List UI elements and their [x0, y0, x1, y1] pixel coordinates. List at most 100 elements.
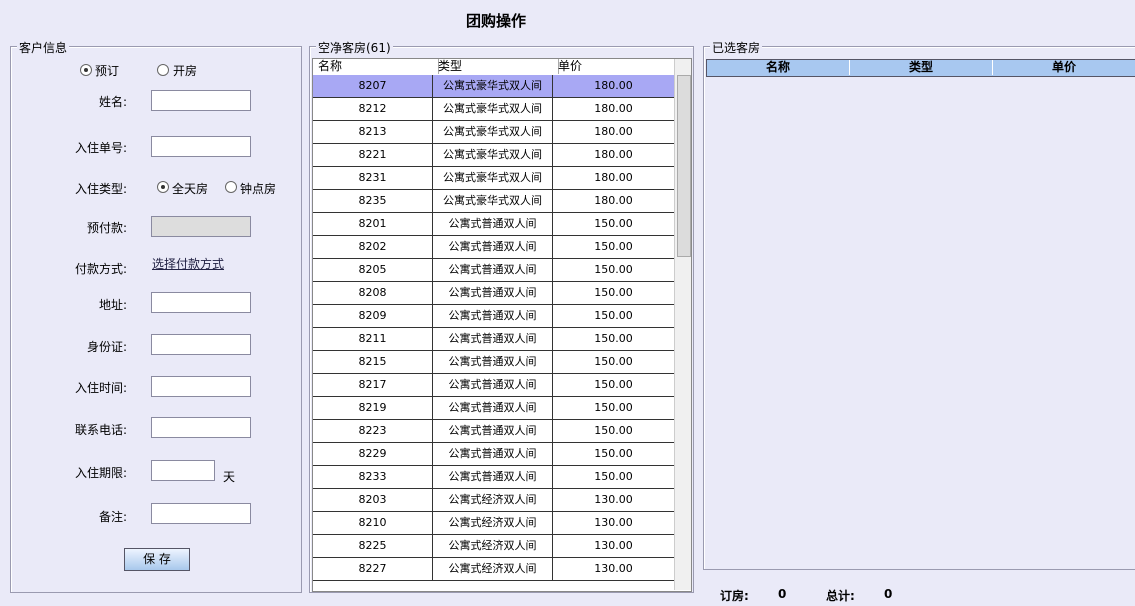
table-cell[interactable]: 180.00 [553, 75, 675, 98]
table-cell[interactable]: 8203 [313, 489, 433, 512]
table-cell[interactable]: 公寓式豪华式双人间 [433, 167, 553, 190]
table-cell[interactable]: 8208 [313, 282, 433, 305]
label: 备注: [98, 510, 127, 524]
table-cell[interactable]: 8225 [313, 535, 433, 558]
table-cell[interactable]: 公寓式普通双人间 [433, 328, 553, 351]
table-cell[interactable]: 公寓式豪华式双人间 [433, 190, 553, 213]
table-cell[interactable]: 8205 [313, 259, 433, 282]
input[interactable] [151, 503, 251, 524]
input[interactable] [151, 136, 251, 157]
payment-link[interactable]: 选择付款方式 [152, 257, 225, 271]
table-cell[interactable]: 8213 [313, 121, 433, 144]
table-cell[interactable]: 8215 [313, 351, 433, 374]
table-cell[interactable]: 150.00 [553, 420, 675, 443]
table-cell[interactable]: 180.00 [553, 98, 675, 121]
table-cell[interactable]: 8211 [313, 328, 433, 351]
table-cell[interactable]: 公寓式普通双人间 [433, 443, 553, 466]
column-header: 名称 [318, 59, 439, 74]
column-header: 单价 [558, 59, 681, 74]
table-cell[interactable]: 公寓式普通双人间 [433, 420, 553, 443]
table-cell[interactable]: 8201 [313, 213, 433, 236]
table-cell[interactable]: 公寓式普通双人间 [433, 466, 553, 489]
table-cell[interactable]: 180.00 [553, 167, 675, 190]
input[interactable] [151, 216, 251, 237]
table-cell[interactable]: 公寓式普通双人间 [433, 351, 553, 374]
table-cell[interactable]: 公寓式普通双人间 [433, 374, 553, 397]
table-cell[interactable]: 公寓式经济双人间 [433, 558, 553, 581]
radio[interactable] [225, 181, 237, 193]
table-cell[interactable]: 8217 [313, 374, 433, 397]
input[interactable] [151, 292, 251, 313]
table-cell[interactable]: 8227 [313, 558, 433, 581]
table-cell[interactable]: 150.00 [553, 397, 675, 420]
table-cell[interactable]: 150.00 [553, 466, 675, 489]
table-cell[interactable]: 150.00 [553, 213, 675, 236]
input[interactable] [151, 376, 251, 397]
table-cell[interactable]: 公寓式经济双人间 [433, 512, 553, 535]
table-cell[interactable]: 150.00 [553, 305, 675, 328]
table-cell[interactable]: 8219 [313, 397, 433, 420]
table-cell[interactable]: 8221 [313, 144, 433, 167]
table-cell[interactable]: 150.00 [553, 374, 675, 397]
table-cell[interactable]: 8229 [313, 443, 433, 466]
table-cell[interactable]: 180.00 [553, 121, 675, 144]
table-cell[interactable]: 8235 [313, 190, 433, 213]
rooms-panel: 空净客房(61) 名称 类型 单价 8207 公寓式豪华式双人间 180.00 8212 公寓… [309, 39, 694, 593]
radio-label[interactable]: 钟点房 [240, 182, 277, 196]
table-cell[interactable]: 8223 [313, 420, 433, 443]
table-cell[interactable]: 公寓式普通双人间 [433, 282, 553, 305]
table-cell[interactable]: 公寓式豪华式双人间 [433, 98, 553, 121]
selected-panel: 已选客房 名称 类型 单价 [703, 39, 1135, 570]
table-cell[interactable]: 公寓式普通双人间 [433, 305, 553, 328]
input[interactable] [151, 460, 215, 481]
table-cell[interactable]: 公寓式普通双人间 [433, 259, 553, 282]
radio-label[interactable]: 全天房 [172, 182, 209, 196]
table-cell[interactable]: 公寓式普通双人间 [433, 236, 553, 259]
table-cell[interactable]: 150.00 [553, 236, 675, 259]
table-cell[interactable]: 8207 [313, 75, 433, 98]
radio-label[interactable]: 开房 [173, 64, 198, 78]
input[interactable] [151, 334, 251, 355]
label: 预付款: [86, 221, 127, 235]
table-cell[interactable]: 8233 [313, 466, 433, 489]
table-cell[interactable]: 公寓式豪华式双人间 [433, 144, 553, 167]
table-cell[interactable]: 130.00 [553, 512, 675, 535]
radio[interactable] [80, 64, 92, 76]
table-cell[interactable]: 150.00 [553, 259, 675, 282]
table-cell[interactable]: 公寓式豪华式双人间 [433, 75, 553, 98]
table-cell[interactable]: 8212 [313, 98, 433, 121]
save-button[interactable]: 保 存 [124, 548, 190, 571]
scroll-thumb[interactable] [677, 75, 691, 257]
table-cell[interactable]: 8210 [313, 512, 433, 535]
radio[interactable] [157, 64, 169, 76]
table-cell[interactable]: 公寓式经济双人间 [433, 535, 553, 558]
legend: 空净客房(61) [316, 39, 393, 56]
label: 入住类型: [74, 182, 127, 196]
table-cell[interactable]: 150.00 [553, 328, 675, 351]
table-cell[interactable]: 公寓式豪华式双人间 [433, 121, 553, 144]
table-cell[interactable]: 130.00 [553, 558, 675, 581]
table-cell[interactable]: 公寓式普通双人间 [433, 397, 553, 420]
scrollbar[interactable] [674, 59, 691, 590]
table-cell[interactable]: 8209 [313, 305, 433, 328]
table-cell[interactable]: 公寓式普通双人间 [433, 213, 553, 236]
title: 团购操作 [466, 12, 527, 30]
label: 入住时间: [74, 381, 127, 395]
unit: 天 [223, 470, 236, 484]
table-cell[interactable]: 150.00 [553, 351, 675, 374]
table-cell[interactable]: 150.00 [553, 443, 675, 466]
table-cell[interactable]: 公寓式经济双人间 [433, 489, 553, 512]
table-cell[interactable]: 8231 [313, 167, 433, 190]
radio-label[interactable]: 预订 [95, 64, 120, 78]
table-cell[interactable]: 180.00 [553, 144, 675, 167]
radio[interactable] [157, 181, 169, 193]
input[interactable] [151, 90, 251, 111]
label: 地址: [98, 298, 127, 312]
table-cell[interactable]: 150.00 [553, 282, 675, 305]
table-cell[interactable]: 130.00 [553, 535, 675, 558]
input[interactable] [151, 417, 251, 438]
table-cell[interactable]: 130.00 [553, 489, 675, 512]
table-cell[interactable]: 180.00 [553, 190, 675, 213]
table-cell[interactable]: 8202 [313, 236, 433, 259]
